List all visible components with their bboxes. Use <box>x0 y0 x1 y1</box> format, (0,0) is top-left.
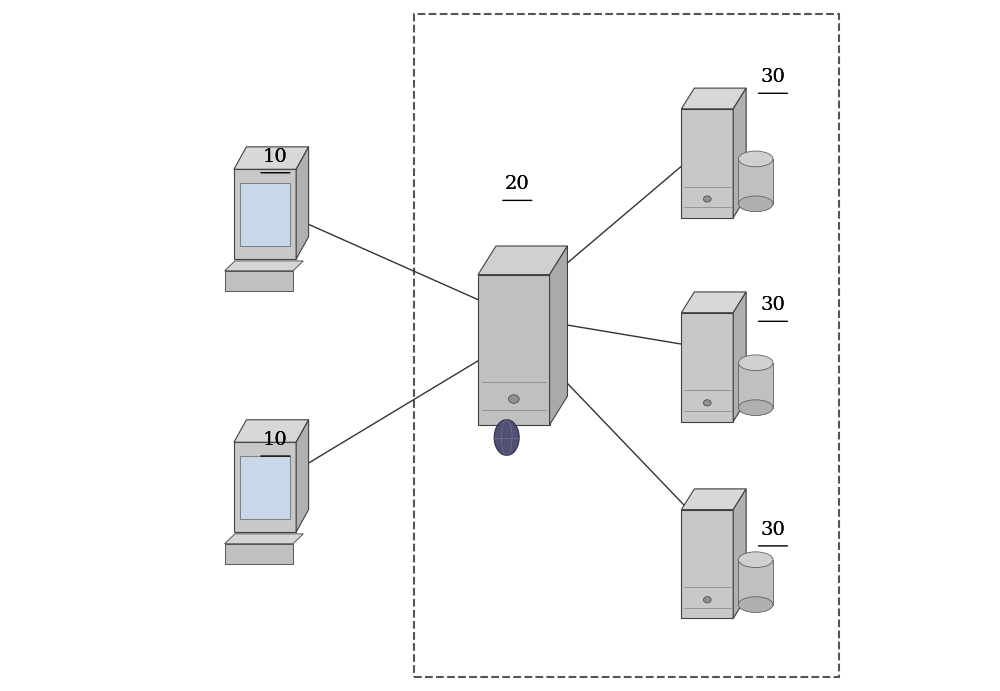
Bar <box>738 560 773 605</box>
Text: 30: 30 <box>761 68 785 86</box>
Ellipse shape <box>738 597 773 612</box>
Ellipse shape <box>738 552 773 567</box>
Ellipse shape <box>703 597 711 603</box>
Text: 10: 10 <box>263 431 288 449</box>
Text: 10: 10 <box>263 431 288 449</box>
Text: 30: 30 <box>761 296 785 314</box>
Text: 30: 30 <box>761 521 785 539</box>
Polygon shape <box>681 312 733 422</box>
Polygon shape <box>234 169 296 259</box>
Text: 10: 10 <box>263 148 288 166</box>
Polygon shape <box>240 183 290 246</box>
Ellipse shape <box>738 196 773 211</box>
Polygon shape <box>478 246 567 274</box>
Ellipse shape <box>703 399 711 406</box>
Polygon shape <box>234 147 309 169</box>
Polygon shape <box>225 261 303 271</box>
Polygon shape <box>681 510 733 618</box>
Polygon shape <box>225 534 303 544</box>
Text: 30: 30 <box>761 521 785 539</box>
Ellipse shape <box>738 151 773 167</box>
Polygon shape <box>225 544 293 564</box>
Polygon shape <box>296 420 309 532</box>
Text: 20: 20 <box>505 176 530 193</box>
Text: 20: 20 <box>505 176 530 193</box>
Text: 10: 10 <box>263 148 288 166</box>
Polygon shape <box>733 88 746 218</box>
Polygon shape <box>733 292 746 422</box>
Polygon shape <box>681 88 746 109</box>
Polygon shape <box>234 420 309 442</box>
Polygon shape <box>733 489 746 618</box>
Bar <box>738 363 773 408</box>
Polygon shape <box>681 109 733 218</box>
Ellipse shape <box>738 400 773 415</box>
Text: 30: 30 <box>761 296 785 314</box>
Polygon shape <box>550 246 567 425</box>
Bar <box>738 159 773 204</box>
Polygon shape <box>234 442 296 532</box>
Polygon shape <box>296 147 309 259</box>
Polygon shape <box>240 456 290 518</box>
Bar <box>414 14 839 677</box>
Text: 30: 30 <box>761 68 785 86</box>
Ellipse shape <box>494 419 519 455</box>
Ellipse shape <box>703 196 711 202</box>
Ellipse shape <box>508 395 519 404</box>
Polygon shape <box>225 271 293 290</box>
Polygon shape <box>478 274 550 425</box>
Polygon shape <box>681 489 746 510</box>
Polygon shape <box>681 292 746 312</box>
Ellipse shape <box>738 355 773 370</box>
